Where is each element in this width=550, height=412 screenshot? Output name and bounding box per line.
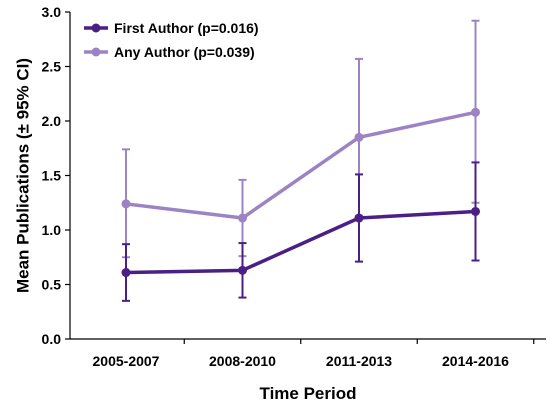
y-tick-label: 0.0 [42, 331, 62, 347]
series-1 [121, 161, 480, 302]
data-point [471, 107, 480, 117]
series-layer [121, 19, 480, 302]
legend-item: First Author (p=0.016) [84, 20, 259, 36]
data-point [238, 213, 247, 223]
legend: First Author (p=0.016) Any Author (p=0.03… [84, 20, 259, 60]
x-axis-ticks: 2005-2007 2008-2010 2011-2013 2014-2016 [93, 339, 535, 369]
data-point [121, 268, 131, 278]
legend-label: Any Author (p=0.039) [114, 44, 255, 60]
y-tick-label: 2.5 [42, 59, 62, 75]
x-tick-label: 2014-2016 [442, 353, 509, 369]
data-point [471, 206, 480, 216]
legend-swatch-marker [91, 23, 101, 33]
data-point [354, 213, 364, 223]
y-tick-label: 1.0 [42, 222, 62, 238]
legend-label: First Author (p=0.016) [114, 20, 259, 36]
x-tick-label: 2008-2010 [209, 353, 276, 369]
y-tick-label: 0.5 [42, 277, 62, 293]
data-point [354, 132, 364, 142]
legend-swatch-marker [91, 47, 101, 57]
y-tick-label: 3.0 [42, 4, 62, 20]
x-tick-label: 2005-2007 [93, 353, 160, 369]
x-axis-title: Time Period [260, 384, 357, 403]
x-tick-label: 2011-2013 [326, 353, 392, 369]
y-axis-title: Mean Publications (± 95% CI) [13, 58, 32, 293]
y-axis-ticks: 0.0 0.5 1.0 1.5 2.0 2.5 3.0 [42, 4, 70, 347]
data-point [238, 265, 247, 275]
series-line [125, 209, 476, 275]
legend-item: Any Author (p=0.039) [84, 44, 255, 60]
data-point [121, 199, 131, 209]
y-tick-label: 1.5 [42, 168, 62, 184]
y-tick-label: 2.0 [42, 113, 62, 129]
series-line [125, 110, 476, 220]
